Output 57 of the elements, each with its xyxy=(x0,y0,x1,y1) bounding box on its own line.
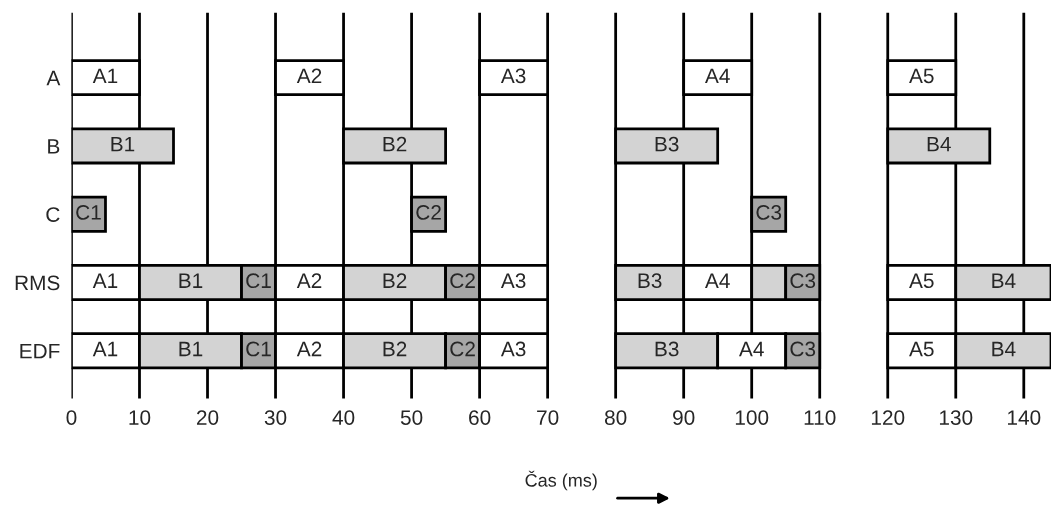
data-label: B3 xyxy=(655,341,679,357)
x-tick-label: 120 xyxy=(871,410,905,425)
data-label: C3 xyxy=(790,273,816,289)
x-tick-label: 40 xyxy=(332,410,355,425)
data-label: A4 xyxy=(739,341,764,357)
data-label: B3 xyxy=(655,136,679,152)
y-tick-label: EDF xyxy=(20,344,60,359)
x-tick-label: 10 xyxy=(129,410,151,425)
y-tick-label: RMS xyxy=(15,275,60,291)
data-label: B2 xyxy=(383,273,407,288)
data-label: A3 xyxy=(500,68,526,84)
data-label: A2 xyxy=(296,273,322,288)
data-label: A1 xyxy=(92,68,118,84)
data-label: A2 xyxy=(296,68,322,84)
data-label: C2 xyxy=(416,205,441,220)
data-label: B1 xyxy=(111,136,135,152)
x-tick-label: 100 xyxy=(735,410,769,425)
data-label: A5 xyxy=(909,273,934,289)
data-label: C1 xyxy=(246,341,271,357)
x-tick-label: 90 xyxy=(673,410,695,425)
data-label: B3 xyxy=(638,273,662,289)
data-label: C2 xyxy=(450,273,475,289)
y-tick-label: A xyxy=(46,70,61,86)
data-label: B4 xyxy=(927,136,951,152)
y-tick-label: C xyxy=(46,207,60,222)
data-label: A4 xyxy=(704,68,730,84)
y-tick-label: B xyxy=(48,139,60,154)
x-tick-label: 20 xyxy=(196,410,219,425)
data-label: A3 xyxy=(500,341,526,357)
data-label: A5 xyxy=(909,68,934,84)
data-label: C3 xyxy=(790,341,816,357)
data-label: A1 xyxy=(92,273,118,288)
x-axis-title: Čas (ms) xyxy=(525,470,597,491)
x-tick-label: 80 xyxy=(604,410,627,425)
data-label: B4 xyxy=(992,341,1016,357)
x-tick-label: 140 xyxy=(1008,410,1041,425)
data-label: A2 xyxy=(296,341,322,357)
data-label: B2 xyxy=(383,136,407,152)
data-label: C3 xyxy=(756,205,782,220)
x-tick-label: 30 xyxy=(264,410,287,425)
data-label: B4 xyxy=(992,273,1016,288)
x-tick-label: 50 xyxy=(400,410,423,425)
data-label: B2 xyxy=(383,341,407,357)
x-tick-label: 110 xyxy=(804,410,836,425)
data-label: A1 xyxy=(92,341,118,357)
data-label: A3 xyxy=(500,273,526,289)
data-label: A4 xyxy=(704,273,730,288)
data-label: C1 xyxy=(76,205,101,220)
x-tick-label: 0 xyxy=(66,410,77,425)
data-label: A5 xyxy=(909,341,934,357)
data-label: C2 xyxy=(450,341,475,357)
x-tick-label: 60 xyxy=(469,410,491,425)
x-tick-label: 130 xyxy=(939,410,973,425)
data-label: C1 xyxy=(246,273,271,289)
x-tick-label: 70 xyxy=(537,410,559,425)
data-label: B1 xyxy=(179,341,203,357)
data-label: B1 xyxy=(179,273,203,288)
